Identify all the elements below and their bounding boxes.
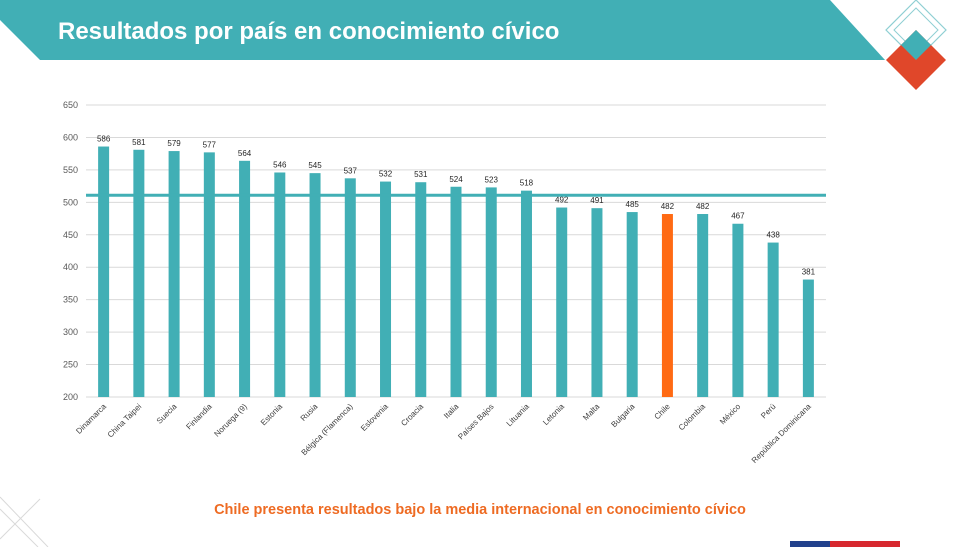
data-label: 564 — [238, 149, 252, 158]
y-tick-label: 400 — [63, 262, 78, 272]
x-tick-label: Eslovenia — [359, 402, 390, 433]
bar-chart: 200 250 300 350 400 450 500 550 600 650 586 Dinamar… — [63, 100, 826, 465]
x-tick-label: Suecia — [155, 402, 179, 426]
bar — [661, 214, 673, 397]
x-tick-label: Chile — [653, 402, 673, 422]
x-tick-label: Estonia — [259, 402, 285, 428]
data-label: 546 — [273, 160, 287, 169]
data-label: 532 — [379, 170, 393, 179]
x-tick-label: Dinamarca — [74, 402, 108, 436]
data-label: 482 — [696, 202, 710, 211]
x-tick-label: Rusia — [299, 402, 320, 423]
x-tick-label: República Dominicana — [750, 402, 813, 465]
bar — [767, 242, 779, 397]
y-tick-label: 500 — [63, 197, 78, 207]
data-label: 485 — [626, 200, 640, 209]
x-tick-label: Malta — [581, 402, 602, 423]
data-label: 467 — [731, 212, 745, 221]
data-label: 537 — [344, 166, 358, 175]
bar — [697, 214, 709, 397]
bar — [556, 207, 568, 397]
bar — [485, 187, 497, 397]
bar — [168, 151, 180, 397]
x-tick-label: China Taipei — [106, 402, 144, 440]
data-label: 518 — [520, 179, 534, 188]
bar — [344, 178, 356, 397]
y-tick-label: 250 — [63, 360, 78, 370]
bar — [450, 186, 462, 397]
data-label: 545 — [308, 161, 322, 170]
y-tick-label: 200 — [63, 392, 78, 402]
x-tick-label: Finlandia — [184, 402, 214, 432]
bar — [239, 160, 251, 397]
x-tick-label: Países Bajos — [456, 402, 495, 441]
bar — [380, 181, 392, 397]
logo-icon — [885, 0, 947, 90]
data-label: 491 — [590, 196, 604, 205]
x-tick-label: Italia — [442, 402, 461, 421]
y-tick-label: 350 — [63, 295, 78, 305]
bar — [591, 208, 603, 397]
data-label: 482 — [661, 202, 675, 211]
caption-text: Chile presenta resultados bajo la media … — [214, 502, 746, 518]
y-tick-label: 650 — [63, 100, 78, 110]
data-label: 531 — [414, 170, 428, 179]
data-label: 381 — [802, 268, 816, 277]
x-tick-label: Colombia — [677, 402, 708, 433]
y-tick-label: 600 — [63, 132, 78, 142]
x-tick-label: México — [718, 402, 743, 427]
title-banner — [0, 0, 885, 60]
data-label: 492 — [555, 196, 569, 205]
data-label: 579 — [167, 139, 181, 148]
x-tick-label: Lituania — [505, 402, 532, 429]
corner-decoration-icon — [0, 496, 49, 547]
data-label: 581 — [132, 138, 146, 147]
y-tick-label: 450 — [63, 230, 78, 240]
bar — [732, 223, 744, 397]
bar — [520, 190, 532, 397]
x-tick-label: Letonia — [541, 402, 566, 427]
bar — [203, 152, 215, 397]
bar — [98, 146, 110, 397]
bar — [309, 173, 321, 397]
data-label: 438 — [766, 231, 780, 240]
data-label: 524 — [449, 175, 463, 184]
bar — [626, 212, 638, 397]
x-tick-label: Bulgaria — [609, 402, 637, 430]
data-label: 586 — [97, 135, 111, 144]
x-tick-label: Perú — [759, 402, 777, 420]
y-tick-label: 550 — [63, 165, 78, 175]
data-label: 523 — [485, 175, 499, 184]
page-title: Resultados por país en conocimiento cívi… — [58, 18, 560, 45]
data-label: 577 — [203, 140, 217, 149]
x-tick-label: Noruega (9) — [212, 402, 249, 439]
y-tick-label: 300 — [63, 327, 78, 337]
flag-strip — [790, 541, 900, 547]
bar — [133, 149, 145, 397]
bar — [415, 182, 427, 397]
x-tick-label: Croacia — [399, 402, 425, 428]
bar — [802, 279, 814, 397]
bar — [274, 172, 286, 397]
